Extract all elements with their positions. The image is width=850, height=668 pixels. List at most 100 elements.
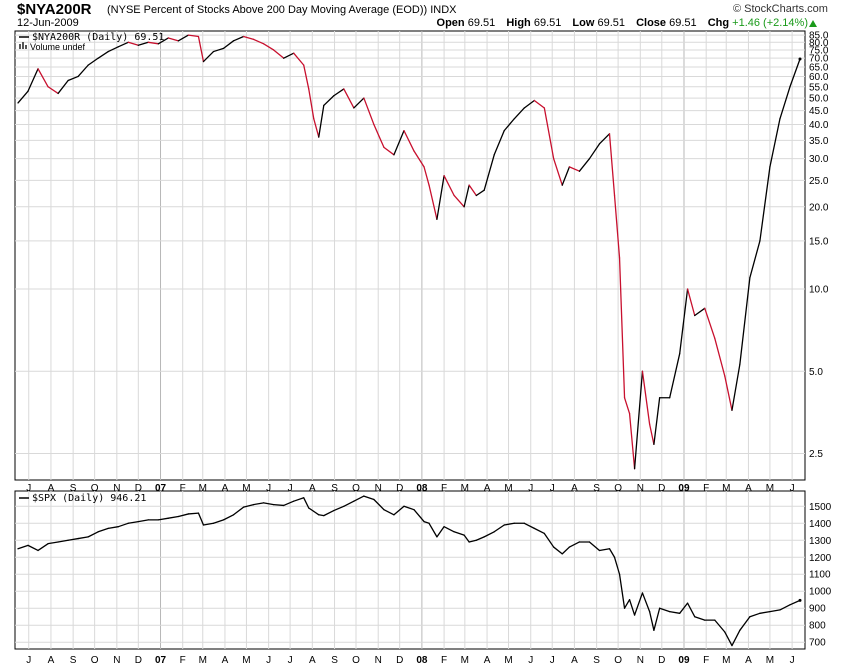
- spx-segment: [483, 531, 495, 538]
- x-tick-label: M: [766, 483, 774, 494]
- spx-segment: [67, 537, 79, 541]
- nya200r-segment: [779, 86, 791, 120]
- nya200r-segment: [37, 68, 49, 88]
- x-tick-label: M: [461, 655, 469, 666]
- x-tick-label: N: [375, 483, 382, 494]
- spx-segment: [272, 503, 285, 507]
- lower-panel-frame: [14, 490, 806, 650]
- spx-segment: [37, 543, 49, 552]
- x-tick-label: O: [91, 483, 99, 494]
- x-tick-label: N: [637, 655, 644, 666]
- x-tick-label: O: [614, 655, 622, 666]
- nya200r-segment: [694, 307, 706, 317]
- x-tick-label: J: [288, 655, 293, 666]
- up-arrow-icon: [809, 20, 817, 27]
- exchange-label: INDX: [430, 4, 457, 16]
- spx-segment: [77, 536, 89, 540]
- x-tick-label: D: [135, 655, 142, 666]
- upper-panel-frame: [14, 30, 806, 481]
- nya200r-segment: [27, 68, 39, 92]
- spx-segment: [669, 610, 681, 614]
- nya200r-segment: [47, 86, 59, 95]
- y-tick-label: 40.0: [809, 120, 829, 131]
- nya200r-segment: [739, 277, 751, 366]
- x-tick-label: J: [266, 655, 271, 666]
- spx-segment: [543, 532, 555, 548]
- x-tick-label: J: [288, 483, 293, 494]
- spx-segment: [598, 548, 611, 552]
- nya200r-segment: [623, 397, 631, 415]
- spx-segment: [608, 548, 616, 558]
- nya200r-segment: [232, 35, 245, 42]
- y-tick-label: 1300: [809, 536, 832, 547]
- nya200r-segment: [117, 41, 129, 48]
- spx-segment: [724, 631, 733, 647]
- spx-segment: [363, 495, 375, 501]
- spx-segment: [475, 536, 485, 541]
- spx-segment: [202, 522, 215, 526]
- last-point: [798, 57, 802, 61]
- nya200r-segment: [303, 64, 310, 90]
- nya200r-segment: [87, 57, 99, 66]
- x-tick-label: D: [135, 483, 142, 494]
- nya200r-segment: [759, 166, 771, 242]
- x-tick-label: J: [790, 483, 795, 494]
- spx-segment: [686, 602, 696, 618]
- nya200r-segment: [453, 194, 465, 208]
- nya200r-segment: [157, 37, 170, 45]
- nya200r-segment: [483, 154, 495, 191]
- x-tick-label: O: [352, 483, 360, 494]
- spx-segment: [157, 517, 170, 521]
- x-tick-label: A: [222, 483, 229, 494]
- nya200r-segment: [789, 58, 801, 88]
- spx-segment: [789, 599, 801, 606]
- spx-segment: [533, 527, 545, 535]
- y-tick-label: 25.0: [809, 176, 829, 187]
- spx-segment: [503, 522, 515, 526]
- nya200r-segment: [543, 107, 555, 160]
- nya200r-segment: [568, 166, 581, 172]
- nya200r-segment: [704, 307, 716, 339]
- nya200r-segment: [578, 158, 591, 172]
- x-tick-label: F: [441, 655, 447, 666]
- spx-segment: [318, 514, 325, 517]
- nya200r-segment: [262, 43, 275, 51]
- spx-segment: [628, 599, 636, 616]
- volume-bar-icon-2: [22, 42, 24, 49]
- y-tick-label: 30.0: [809, 154, 829, 165]
- nya200r-segment: [363, 97, 375, 126]
- x-tick-label: M: [722, 483, 730, 494]
- spx-segment: [137, 519, 149, 523]
- x-tick-label: M: [766, 655, 774, 666]
- x-tick-label: N: [113, 655, 120, 666]
- x-tick-label: 09: [678, 655, 690, 666]
- y-tick-label: 10.0: [809, 285, 829, 296]
- open-label: Open: [436, 17, 465, 29]
- nya200r-segment: [67, 75, 79, 82]
- spx-segment: [779, 604, 791, 611]
- spx-segment: [769, 609, 781, 613]
- spx-segment: [413, 509, 425, 523]
- spx-segment: [167, 515, 180, 519]
- spx-segment: [641, 592, 651, 613]
- spx-segment: [57, 539, 69, 543]
- spx-segment: [436, 526, 445, 538]
- y-tick-label: 1000: [809, 587, 832, 598]
- nya200r-segment: [252, 38, 265, 45]
- spx-segment: [117, 522, 129, 528]
- spx-segment: [679, 602, 689, 614]
- spx-segment: [293, 497, 305, 502]
- spx-segment: [561, 546, 571, 555]
- nya200r-segment: [97, 50, 109, 59]
- y-tick-label: 75.0: [809, 45, 829, 56]
- x-tick-label: N: [375, 655, 382, 666]
- nya200r-segment: [648, 423, 655, 446]
- nya200r-segment: [749, 240, 761, 279]
- nya200r-segment: [553, 158, 563, 186]
- brand-logo[interactable]: © StockCharts.com: [733, 3, 828, 15]
- chg-label: Chg: [707, 17, 730, 29]
- x-tick-label: A: [484, 483, 491, 494]
- x-tick-label: A: [222, 655, 229, 666]
- quote-summary: Open 69.51 High 69.51 Low 69.51 Close 69…: [437, 17, 808, 29]
- nya200r-segment: [613, 194, 621, 259]
